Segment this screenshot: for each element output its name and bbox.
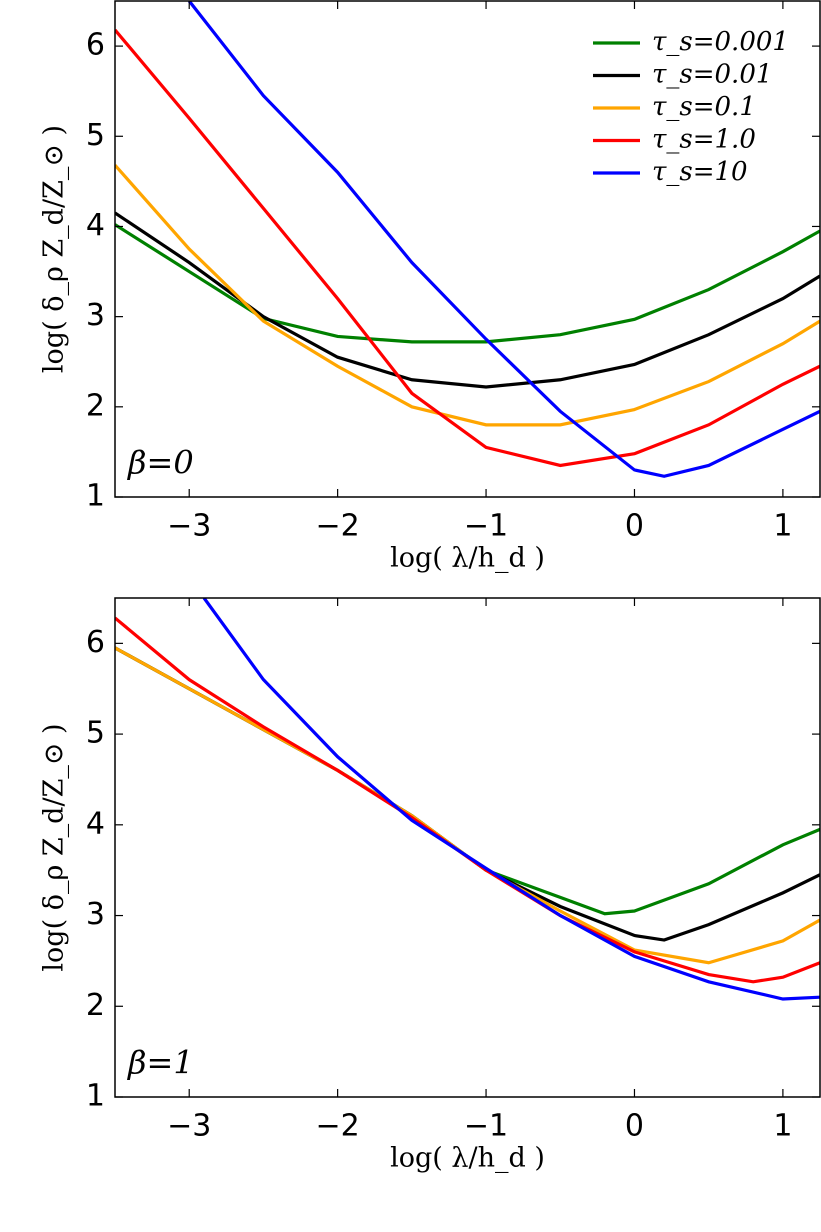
x-tick-label: 1: [773, 509, 792, 544]
x-tick-label: −2: [316, 1109, 360, 1144]
line: [115, 211, 820, 389]
line: [115, 616, 820, 984]
line: [115, 646, 820, 965]
plot-frame: [114, 597, 821, 1098]
legend-label: τ_s=10: [652, 157, 748, 187]
y-tick-label: 3: [86, 897, 105, 932]
line: [115, 28, 820, 468]
y-tick-label: 2: [86, 388, 105, 423]
line: [187, 1, 820, 478]
x-tick-label: 0: [625, 509, 644, 544]
x-axis-label: log( λ/h_d ): [390, 1143, 545, 1174]
annotation: β=0: [127, 444, 194, 482]
legend-label: τ_s=0.01: [652, 60, 772, 90]
y-tick-label: 5: [86, 118, 105, 153]
line: [115, 164, 820, 427]
line: [115, 646, 820, 942]
x-tick-label: −1: [464, 509, 508, 544]
y-tick-label: 3: [86, 298, 105, 333]
y-tick-label: 4: [86, 208, 105, 243]
legend-label: τ_s=0.001: [652, 27, 789, 57]
x-tick-label: 1: [773, 1109, 792, 1144]
x-axis-label: log( λ/h_d ): [390, 543, 545, 574]
line: [115, 646, 820, 916]
annotation: β=1: [127, 1044, 194, 1082]
line: [115, 223, 820, 344]
y-tick-label: 1: [86, 479, 105, 514]
y-tick-label: 6: [86, 28, 105, 63]
y-axis-label: log( δ_ρ Z_d/Z_⊙ ): [39, 723, 70, 971]
legend-label: τ_s=1.0: [652, 125, 756, 155]
x-tick-label: −1: [464, 1109, 508, 1144]
y-tick-label: 4: [86, 806, 105, 841]
line: [202, 598, 820, 1001]
x-tick-label: −2: [316, 509, 360, 544]
x-tick-label: 0: [625, 1109, 644, 1144]
y-tick-label: 1: [86, 1079, 105, 1114]
x-tick-label: −3: [167, 1109, 211, 1144]
legend-label: τ_s=0.1: [652, 92, 756, 122]
plot-frame: [114, 0, 821, 498]
x-tick-label: −3: [167, 509, 211, 544]
y-tick-label: 5: [86, 716, 105, 751]
y-axis-label: log( δ_ρ Z_d/Z_⊙ ): [39, 125, 70, 373]
y-tick-label: 2: [86, 988, 105, 1023]
y-tick-label: 6: [86, 625, 105, 660]
